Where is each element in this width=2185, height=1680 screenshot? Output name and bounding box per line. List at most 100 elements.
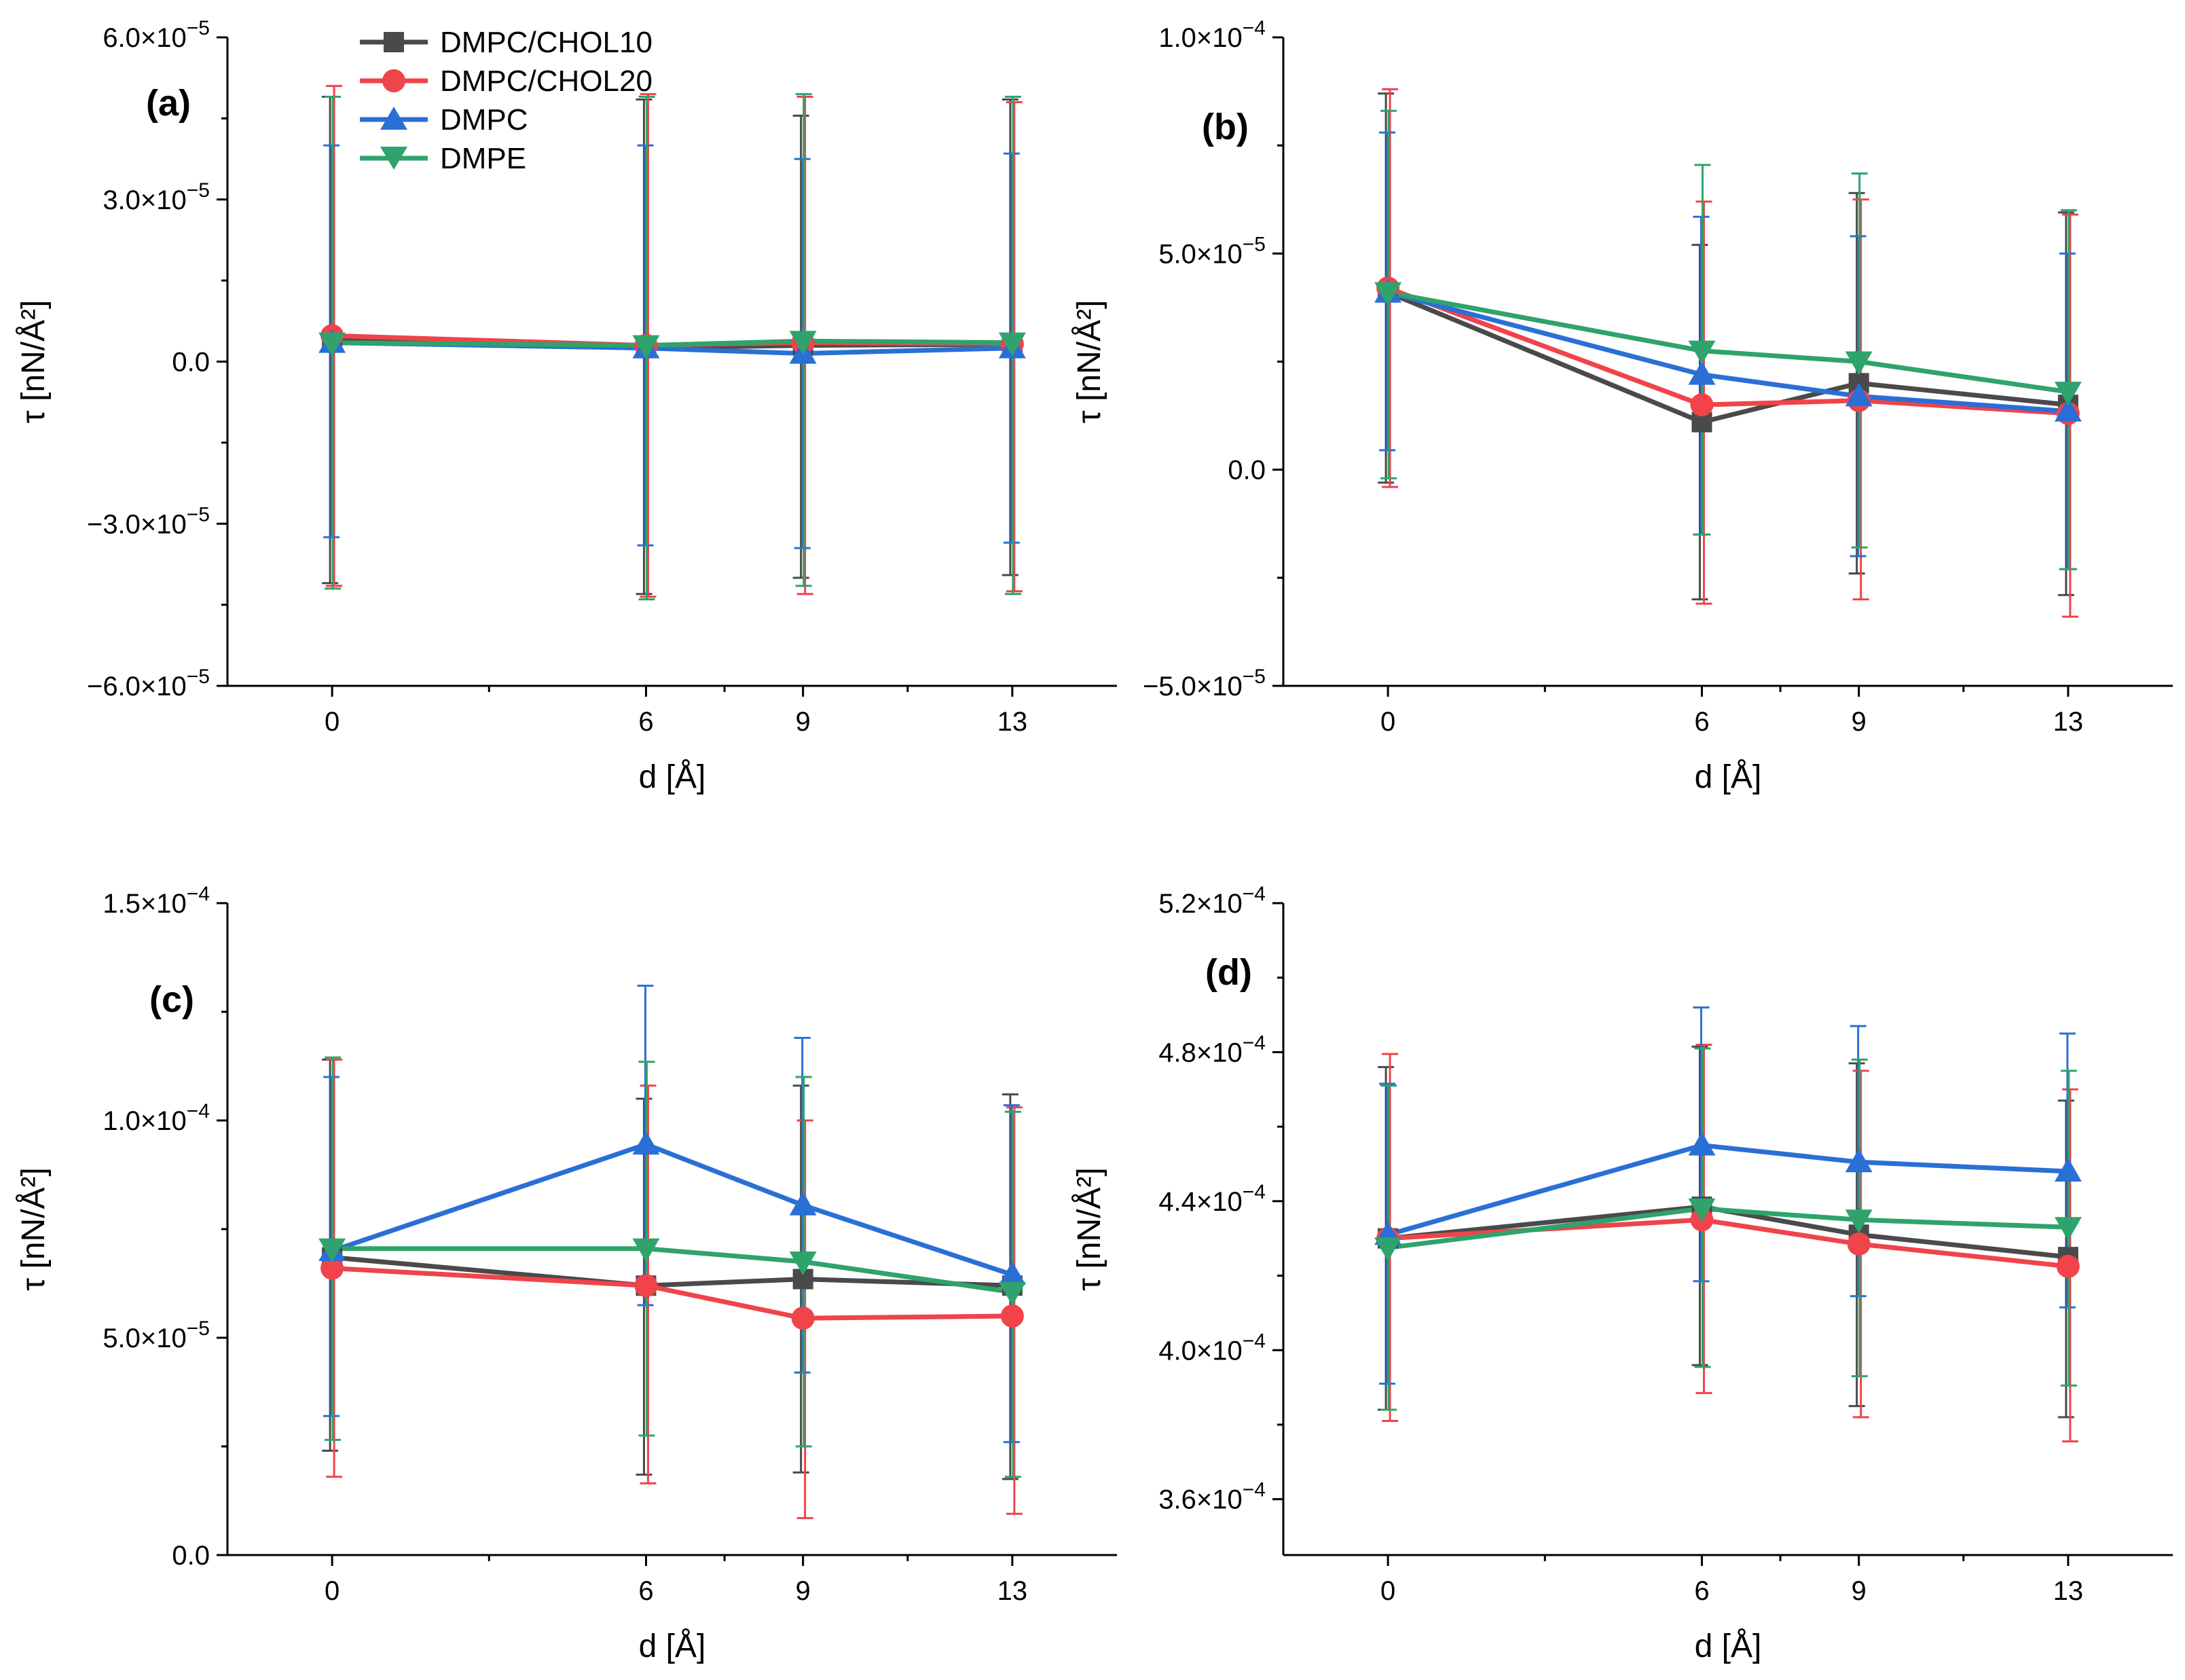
x-tick-label: 13 [997, 707, 1028, 737]
data-point-dmpc-chol20 [1690, 393, 1714, 417]
series-line-dmpe [332, 338, 1012, 348]
x-tick-label: 0 [325, 707, 339, 737]
data-point-dmpc [998, 1261, 1026, 1285]
y-tick-label: 5.0×10−5 [103, 1317, 210, 1353]
panel-a: −6.0×10−5 −3.0×10−5 0.0 3.0×10−5 6.0×10−5 0 6 9… [16, 17, 1117, 795]
data-point-dmpc [2054, 397, 2082, 422]
data-point-dmpe [998, 332, 1026, 357]
y-axis-label: τ [nN/Å²] [1071, 1167, 1107, 1291]
y-tick-label: 1.5×10−4 [103, 883, 210, 919]
data-point-dmpe [1688, 1198, 1716, 1222]
y-tick-label: 5.0×10−5 [1158, 233, 1266, 269]
y-axis-label: τ [nN/Å²] [16, 300, 52, 424]
y-tick-label: 0.0 [172, 1541, 210, 1571]
data-point-dmpc-chol20 [320, 1256, 344, 1280]
x-tick-label: 9 [1852, 707, 1867, 737]
x-axis-label: d [Å] [639, 759, 706, 795]
panel-label: (d) [1205, 952, 1252, 993]
x-axis-label: d [Å] [1695, 1628, 1762, 1664]
y-tick-label: −3.0×10−5 [87, 503, 210, 539]
legend-marker-square [384, 32, 404, 52]
series-line-dmpc [331, 1142, 1013, 1277]
panel-label: (c) [149, 979, 194, 1020]
x-tick-label: 9 [1852, 1576, 1867, 1606]
x-tick-label: 6 [638, 707, 653, 737]
x-tick-label: 6 [638, 1576, 653, 1606]
legend-entry-dmpc-chol10: DMPC/CHOL10 [360, 26, 653, 59]
x-axis-label: d [Å] [639, 1628, 706, 1664]
y-axis-label: τ [nN/Å²] [16, 1167, 52, 1291]
series-line-dmpe [1387, 290, 2069, 395]
series-line-dmpc [1387, 290, 2069, 414]
series-line-dmpc [1387, 1143, 2069, 1237]
data-point-dmpe [2054, 1217, 2082, 1241]
legend-marker-triangle-down [380, 147, 407, 170]
data-point-dmpe [1688, 340, 1716, 365]
data-point-dmpe [789, 1252, 817, 1275]
data-point-dmpc-chol20 [634, 1274, 658, 1298]
legend-label-dmpe: DMPE [440, 142, 526, 175]
data-point-dmpc [789, 1191, 817, 1216]
panel-label: (a) [146, 83, 191, 124]
x-tick-label: 9 [796, 707, 811, 737]
data-point-dmpe [1845, 1209, 1873, 1234]
legend-marker-triangle-up [380, 107, 407, 130]
legend-entry-dmpc-chol20: DMPC/CHOL20 [360, 65, 653, 98]
data-point-dmpc [1688, 1131, 1716, 1156]
panel-d: 3.6×10−4 4.0×10−4 4.4×10−4 4.8×10−4 5.2×10−4… [1071, 883, 2173, 1664]
legend-entry-dmpc: DMPC [360, 103, 528, 136]
y-tick-label: −5.0×10−5 [1143, 665, 1266, 701]
data-point-dmpc [1845, 382, 1873, 407]
series-line-dmpc-chol20 [331, 1266, 1012, 1321]
series-line-dmpe [332, 1246, 1013, 1295]
data-point-dmpe [2054, 382, 2082, 406]
series-line-dmpc-chol10 [1387, 1204, 2069, 1260]
x-tick-label: 0 [1380, 707, 1395, 737]
y-tick-label: 1.0×10−4 [103, 1100, 210, 1136]
data-point-dmpe [318, 332, 346, 357]
data-point-dmpc [1845, 1148, 1873, 1173]
y-tick-label: 5.2×10−4 [1158, 883, 1266, 919]
x-tick-label: 6 [1694, 707, 1709, 737]
panel-c: 0.0 5.0×10−5 1.0×10−4 1.5×10−4 0 6 9 13 d [Å] τ [… [16, 883, 1117, 1664]
series-line-dmpc-chol10 [331, 1255, 1012, 1288]
legend-label-dmpc-chol20: DMPC/CHOL20 [440, 65, 653, 98]
x-tick-label: 13 [2053, 707, 2084, 737]
data-point-dmpe [1845, 351, 1873, 376]
x-tick-label: 9 [796, 1576, 811, 1606]
panel-label: (b) [1202, 107, 1249, 147]
legend-entry-dmpe: DMPE [360, 142, 526, 175]
data-point-dmpc-chol20 [1847, 1232, 1871, 1256]
y-tick-label: −6.0×10−5 [87, 665, 210, 701]
data-point-dmpe [632, 335, 660, 359]
y-tick-label: 3.0×10−5 [103, 179, 210, 215]
data-point-dmpe [789, 331, 817, 355]
panel-b: −5.0×10−5 0.0 5.0×10−5 1.0×10−4 0 6 9 13 d [Å] τ … [1071, 17, 2173, 795]
data-point-dmpc [632, 1131, 660, 1155]
x-tick-label: 0 [325, 1576, 339, 1606]
series-line-dmpe [1387, 1206, 2069, 1250]
legend: DMPC/CHOL10 DMPC/CHOL20 DMPC DMPE [360, 26, 653, 175]
y-axis-label: τ [nN/Å²] [1071, 300, 1107, 424]
y-tick-label: 1.0×10−4 [1158, 17, 1266, 53]
legend-marker-circle [382, 69, 405, 92]
y-tick-label: 6.0×10−5 [103, 17, 210, 53]
y-tick-label: 3.6×10−4 [1158, 1479, 1266, 1515]
y-tick-label: 4.0×10−4 [1158, 1330, 1266, 1366]
series-line-dmpc-chol20 [1387, 285, 2069, 416]
x-tick-label: 6 [1694, 1576, 1709, 1606]
x-tick-label: 13 [997, 1576, 1028, 1606]
data-point-dmpe [1374, 282, 1402, 306]
y-tick-label: 4.4×10−4 [1158, 1181, 1266, 1217]
data-point-dmpe [318, 1238, 346, 1262]
y-tick-label: 4.8×10−4 [1158, 1031, 1266, 1067]
data-point-dmpc-chol20 [1000, 1304, 1024, 1328]
x-tick-label: 0 [1380, 1576, 1395, 1606]
data-point-dmpc-chol20 [791, 1307, 815, 1330]
data-point-dmpe [632, 1238, 660, 1262]
data-point-dmpc [2054, 1157, 2082, 1182]
x-axis-label: d [Å] [1695, 759, 1762, 795]
y-tick-label: 0.0 [1228, 456, 1266, 486]
